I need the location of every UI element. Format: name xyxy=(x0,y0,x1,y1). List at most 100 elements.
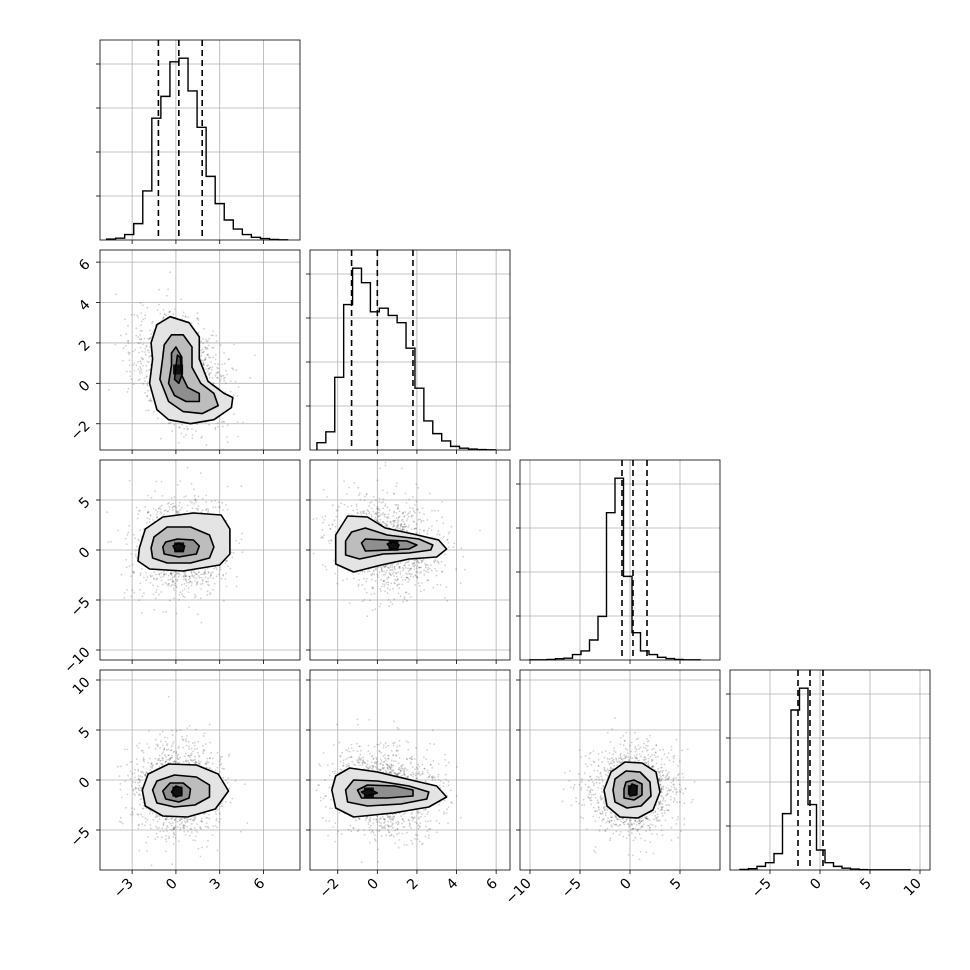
scatter-point xyxy=(202,752,205,755)
scatter-point xyxy=(214,428,217,431)
scatter-point xyxy=(400,519,403,522)
scatter-point xyxy=(137,379,140,382)
scatter-point xyxy=(203,364,205,367)
scatter-point xyxy=(190,584,193,587)
scatter-point xyxy=(226,781,229,784)
scatter-point xyxy=(222,374,225,377)
scatter-point xyxy=(182,311,185,314)
scatter-point xyxy=(177,840,180,843)
scatter-point xyxy=(322,564,324,566)
scatter-point xyxy=(200,576,203,579)
scatter-point xyxy=(139,370,141,373)
scatter-point xyxy=(142,358,144,361)
scatter-point xyxy=(322,536,325,539)
scatter-point xyxy=(200,573,202,576)
scatter-point xyxy=(141,304,144,307)
scatter-point xyxy=(398,583,400,586)
scatter-point xyxy=(387,583,389,586)
scatter-point xyxy=(387,566,389,569)
scatter-point xyxy=(171,506,174,509)
scatter-point xyxy=(414,511,416,514)
scatter-point xyxy=(390,582,393,585)
scatter-point xyxy=(413,521,416,523)
scatter-point xyxy=(202,362,205,365)
scatter-point xyxy=(223,420,226,423)
scatter-point xyxy=(142,766,145,768)
scatter-point xyxy=(173,423,176,426)
scatter-point xyxy=(150,496,153,499)
scatter-point xyxy=(165,840,168,843)
scatter-point xyxy=(110,540,112,543)
scatter-point xyxy=(214,374,217,377)
scatter-point xyxy=(202,351,205,354)
scatter-point xyxy=(206,354,209,356)
scatter-point xyxy=(371,609,374,612)
scatter-point xyxy=(140,749,143,752)
scatter-point xyxy=(125,333,127,335)
scatter-point xyxy=(213,582,216,585)
scatter-point xyxy=(163,574,166,576)
scatter-point xyxy=(186,825,188,828)
scatter-point xyxy=(453,542,456,545)
scatter-point xyxy=(241,551,244,554)
scatter-point xyxy=(207,580,210,583)
scatter-point xyxy=(206,347,209,350)
scatter-point xyxy=(215,334,218,337)
scatter-point xyxy=(172,313,175,315)
scatter-point xyxy=(444,553,446,556)
scatter-point xyxy=(167,510,170,512)
scatter-point xyxy=(149,765,152,768)
scatter-point xyxy=(132,383,135,386)
scatter-point xyxy=(374,512,376,515)
scatter-point xyxy=(395,526,398,529)
scatter-point xyxy=(169,421,172,424)
scatter-point xyxy=(125,558,128,561)
scatter-point xyxy=(169,310,172,313)
scatter-point xyxy=(214,500,216,502)
scatter-point xyxy=(165,294,168,297)
scatter-point xyxy=(374,516,377,519)
scatter-point xyxy=(178,593,181,596)
scatter-point xyxy=(145,841,148,844)
scatter-point xyxy=(445,586,448,588)
scatter-point xyxy=(407,567,409,570)
scatter-point xyxy=(187,754,190,757)
scatter-point xyxy=(399,562,402,564)
scatter-point xyxy=(133,313,136,316)
scatter-point xyxy=(133,772,136,774)
scatter-point xyxy=(369,599,372,602)
scatter-point xyxy=(139,509,141,512)
scatter-point xyxy=(210,500,213,503)
scatter-point xyxy=(409,573,411,575)
scatter-point xyxy=(184,573,187,576)
scatter-point xyxy=(398,510,401,513)
scatter-point xyxy=(232,368,235,371)
scatter-point xyxy=(173,834,176,836)
scatter-point xyxy=(384,513,386,516)
scatter-point xyxy=(138,351,141,354)
scatter-point xyxy=(155,763,158,766)
scatter-point xyxy=(203,571,206,574)
hist-0-background xyxy=(100,40,300,240)
scatter-point xyxy=(418,511,421,514)
scatter-point xyxy=(167,422,170,424)
scatter-point xyxy=(163,573,166,575)
scatter-point xyxy=(413,528,416,530)
scatter-point xyxy=(162,611,165,613)
scatter-point xyxy=(191,434,194,436)
scatter-point xyxy=(139,372,141,375)
scatter-point xyxy=(383,522,386,525)
scatter-point xyxy=(161,827,164,830)
scatter-point xyxy=(146,395,149,398)
scatter-point xyxy=(160,437,162,440)
scatter-point xyxy=(222,509,224,511)
scatter-point xyxy=(343,480,345,482)
scatter-point xyxy=(201,509,204,512)
scatter-point xyxy=(128,479,131,482)
scatter-point xyxy=(176,578,179,581)
scatter-point xyxy=(184,315,187,317)
scatter-point xyxy=(149,582,152,584)
scatter-point xyxy=(389,588,391,591)
scatter-point xyxy=(132,533,135,536)
scatter-point xyxy=(223,600,225,602)
